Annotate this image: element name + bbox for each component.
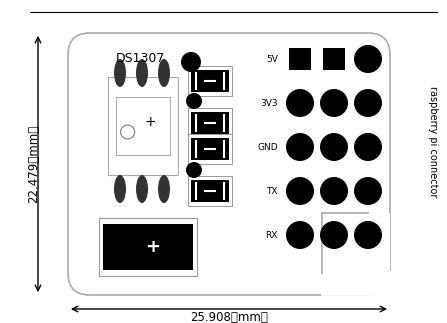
Text: 5V: 5V xyxy=(266,55,278,64)
Text: raspberry pi connector: raspberry pi connector xyxy=(428,86,438,197)
Circle shape xyxy=(320,89,348,117)
Circle shape xyxy=(181,52,201,72)
Bar xyxy=(323,48,345,70)
Text: 22.479（mm）: 22.479（mm） xyxy=(28,125,41,203)
Bar xyxy=(188,134,232,164)
Ellipse shape xyxy=(114,59,126,87)
Circle shape xyxy=(354,221,382,249)
Ellipse shape xyxy=(114,175,126,203)
Bar xyxy=(191,180,229,202)
Circle shape xyxy=(354,45,382,73)
Bar xyxy=(366,271,392,295)
Text: RX: RX xyxy=(266,231,278,239)
Ellipse shape xyxy=(136,59,148,87)
Text: 3V3: 3V3 xyxy=(260,99,278,108)
Bar xyxy=(191,70,229,92)
Text: TX: TX xyxy=(266,186,278,195)
Bar xyxy=(99,218,197,276)
Circle shape xyxy=(354,133,382,161)
Circle shape xyxy=(354,177,382,205)
Text: 25.908（mm）: 25.908（mm） xyxy=(190,311,268,323)
Circle shape xyxy=(320,133,348,161)
Bar xyxy=(289,48,311,70)
Bar xyxy=(116,97,170,155)
Circle shape xyxy=(286,133,314,161)
Circle shape xyxy=(121,125,135,139)
FancyBboxPatch shape xyxy=(68,33,390,295)
Bar xyxy=(103,224,193,270)
Circle shape xyxy=(286,89,314,117)
Text: DS1307: DS1307 xyxy=(116,52,165,65)
Circle shape xyxy=(320,221,348,249)
Ellipse shape xyxy=(136,175,148,203)
Bar xyxy=(188,176,232,206)
Bar xyxy=(188,66,232,96)
Text: +: + xyxy=(144,115,156,129)
Circle shape xyxy=(286,177,314,205)
Bar xyxy=(188,108,232,138)
Bar xyxy=(322,213,390,295)
Circle shape xyxy=(320,177,348,205)
Ellipse shape xyxy=(158,59,170,87)
Circle shape xyxy=(186,93,202,109)
Circle shape xyxy=(186,162,202,178)
Text: +: + xyxy=(146,238,160,256)
Circle shape xyxy=(354,89,382,117)
Bar xyxy=(191,138,229,160)
Text: GND: GND xyxy=(257,142,278,151)
Ellipse shape xyxy=(158,175,170,203)
Bar xyxy=(108,77,178,175)
Circle shape xyxy=(286,221,314,249)
Bar xyxy=(191,112,229,134)
